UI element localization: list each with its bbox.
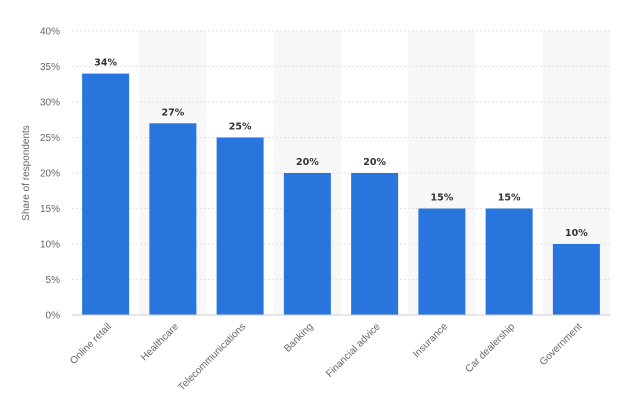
data-label: 34%	[94, 58, 117, 69]
bar[interactable]	[82, 73, 130, 315]
bar[interactable]	[552, 244, 600, 315]
x-category-label: Government	[538, 321, 585, 368]
bar[interactable]	[216, 137, 264, 316]
y-tick-label: 20%	[40, 169, 60, 180]
x-axis-categories: Online retail HealthcareTelecommunication…	[68, 321, 584, 393]
x-category-label: Insurance	[411, 321, 450, 360]
y-tick-label: 30%	[40, 98, 60, 109]
y-tick-label: 5%	[46, 275, 61, 286]
y-tick-label: 40%	[40, 27, 60, 38]
y-tick-label: 35%	[40, 62, 60, 73]
x-category-label: Telecommunications	[176, 321, 248, 393]
x-category-label: Banking	[282, 321, 315, 354]
y-tick-label: 15%	[40, 204, 60, 215]
bar[interactable]	[418, 208, 466, 316]
data-label: 27%	[162, 107, 185, 118]
x-category-label: Online retail	[68, 321, 114, 367]
y-tick-label: 0%	[46, 311, 61, 322]
x-category-label: Financial advice	[324, 321, 383, 380]
y-axis-ticks: 0% 5% 10% 15% 20% 25% 30% 35% 40%	[40, 27, 60, 322]
data-label: 25%	[229, 122, 252, 133]
x-category-label: Healthcare	[139, 321, 181, 363]
x-category-label: Car dealership	[463, 321, 517, 375]
bar[interactable]	[149, 123, 197, 315]
bar[interactable]	[351, 173, 399, 315]
y-tick-label: 25%	[40, 133, 60, 144]
y-tick-label: 10%	[40, 240, 60, 251]
bar[interactable]	[283, 173, 331, 315]
bars	[82, 73, 600, 316]
y-axis-title: Share of respondents	[21, 125, 32, 221]
bar[interactable]	[485, 208, 533, 316]
data-label: 20%	[296, 157, 319, 168]
data-label: 15%	[498, 193, 521, 204]
data-labels: 34% 27% 25% 20% 20% 15% 15% 10%	[94, 58, 588, 239]
data-label: 15%	[431, 193, 454, 204]
data-label: 20%	[363, 157, 386, 168]
data-label: 10%	[565, 228, 588, 239]
